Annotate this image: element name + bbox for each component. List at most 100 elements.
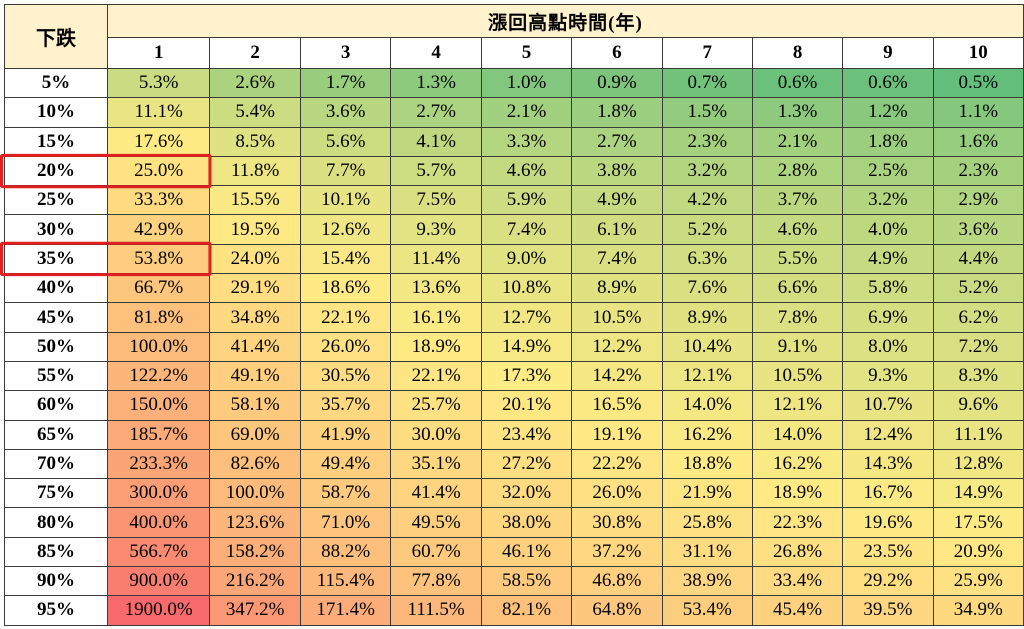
year-header-9: 9 bbox=[842, 37, 934, 69]
table-cell: 7.7% bbox=[299, 155, 392, 187]
table-cell: 5.7% bbox=[390, 155, 482, 187]
table-cell: 12.1% bbox=[661, 360, 753, 392]
table-cell: 26.8% bbox=[751, 536, 844, 568]
table-body: 5% 5.3% 2.6% 1.7% 1.3% 1.0% 0.9% 0.7% 0.6% 0.6% 0.… bbox=[4, 67, 1024, 626]
year-header-10: 10 bbox=[932, 37, 1024, 69]
table-cell: 6.1% bbox=[571, 214, 663, 245]
table-cell: 16.7% bbox=[842, 478, 934, 509]
table-cell: 1.7% bbox=[299, 67, 392, 99]
table-cell: 10.8% bbox=[480, 273, 573, 304]
table-row-80pct: 80% 400.0% 123.6% 71.0% 49.5% 38.0% 30.8% 25.8%… bbox=[4, 507, 1024, 538]
table-cell: 566.7% bbox=[106, 536, 211, 568]
row-label: 35% bbox=[4, 243, 108, 275]
table-cell: 9.3% bbox=[390, 214, 482, 245]
table-cell: 11.4% bbox=[390, 243, 482, 275]
table-cell: 4.0% bbox=[842, 214, 934, 245]
table-cell: 22.3% bbox=[751, 507, 844, 538]
table-cell: 1900.0% bbox=[106, 595, 211, 626]
table-cell: 20.9% bbox=[932, 536, 1024, 568]
year-header-1: 1 bbox=[106, 37, 211, 69]
table-cell: 12.8% bbox=[932, 448, 1024, 480]
table-cell: 1.3% bbox=[751, 97, 844, 128]
year-header-6: 6 bbox=[571, 37, 663, 69]
table-cell: 19.5% bbox=[209, 214, 301, 245]
table-cell: 49.5% bbox=[390, 507, 482, 538]
table-cell: 115.4% bbox=[299, 566, 392, 597]
table-cell: 7.5% bbox=[390, 185, 482, 216]
table-cell: 5.3% bbox=[106, 67, 211, 99]
table-cell: 27.2% bbox=[480, 448, 573, 480]
table-cell: 53.4% bbox=[661, 595, 753, 626]
table-row-75pct: 75% 300.0% 100.0% 58.7% 41.4% 32.0% 26.0% 21.9%… bbox=[4, 478, 1024, 509]
table-cell: 82.1% bbox=[480, 595, 573, 626]
year-header-7: 7 bbox=[661, 37, 753, 69]
table-cell: 88.2% bbox=[299, 536, 392, 568]
row-label: 85% bbox=[4, 536, 108, 568]
table-cell: 2.1% bbox=[751, 126, 844, 157]
table-cell: 8.3% bbox=[932, 360, 1024, 392]
table-cell: 100.0% bbox=[106, 331, 211, 362]
row-label: 15% bbox=[4, 126, 108, 157]
table-cell: 5.4% bbox=[209, 97, 301, 128]
year-header-2: 2 bbox=[209, 37, 301, 69]
table-cell: 5.2% bbox=[661, 214, 753, 245]
table-cell: 22.1% bbox=[390, 360, 482, 392]
table-cell: 300.0% bbox=[106, 478, 211, 509]
row-label: 25% bbox=[4, 185, 108, 216]
table-cell: 3.6% bbox=[299, 97, 392, 128]
table-cell: 14.9% bbox=[480, 331, 573, 362]
table-cell: 6.9% bbox=[842, 302, 934, 333]
table-cell: 82.6% bbox=[209, 448, 301, 480]
table-cell: 19.6% bbox=[842, 507, 934, 538]
table-cell: 19.1% bbox=[571, 419, 663, 450]
table-cell: 8.9% bbox=[661, 302, 753, 333]
table-cell: 30.8% bbox=[571, 507, 663, 538]
row-label: 65% bbox=[4, 419, 108, 450]
table-cell: 3.7% bbox=[751, 185, 844, 216]
table-cell: 14.0% bbox=[661, 390, 753, 421]
table-cell: 29.2% bbox=[842, 566, 934, 597]
table-cell: 15.5% bbox=[209, 185, 301, 216]
table-cell: 9.1% bbox=[751, 331, 844, 362]
table-cell: 15.4% bbox=[299, 243, 392, 275]
table-cell: 400.0% bbox=[106, 507, 211, 538]
year-header-4: 4 bbox=[390, 37, 482, 69]
table-cell: 3.8% bbox=[571, 155, 663, 187]
table-cell: 1.3% bbox=[390, 67, 482, 99]
table-cell: 2.9% bbox=[932, 185, 1024, 216]
table-cell: 4.6% bbox=[480, 155, 573, 187]
table-row-30pct: 30% 42.9% 19.5% 12.6% 9.3% 7.4% 6.1% 5.2% 4.6% 4.… bbox=[4, 214, 1024, 245]
table-cell: 3.2% bbox=[661, 155, 753, 187]
table-cell: 16.1% bbox=[390, 302, 482, 333]
table-cell: 8.0% bbox=[842, 331, 934, 362]
table-cell: 24.0% bbox=[209, 243, 301, 275]
row-label: 45% bbox=[4, 302, 108, 333]
table-cell: 123.6% bbox=[209, 507, 301, 538]
table-cell: 39.5% bbox=[842, 595, 934, 626]
table-cell: 33.3% bbox=[106, 185, 211, 216]
table-cell: 35.1% bbox=[390, 448, 482, 480]
table-cell: 26.0% bbox=[571, 478, 663, 509]
table-cell: 46.1% bbox=[480, 536, 573, 568]
table-row-15pct: 15% 17.6% 8.5% 5.6% 4.1% 3.3% 2.7% 2.3% 2.1% 1.8%… bbox=[4, 126, 1024, 157]
table-cell: 7.4% bbox=[480, 214, 573, 245]
table-cell: 58.5% bbox=[480, 566, 573, 597]
table-cell: 1.1% bbox=[932, 97, 1024, 128]
table-cell: 0.6% bbox=[842, 67, 934, 99]
row-label: 20% bbox=[4, 155, 108, 187]
table-cell: 41.4% bbox=[209, 331, 301, 362]
year-header-3: 3 bbox=[299, 37, 392, 69]
data-table: 下跌 漲回高點時間(年) 1 2 3 4 5 6 7 8 9 10 5% 5.3% 2.6% 1.7% 1… bbox=[4, 4, 1024, 626]
table-cell: 10.7% bbox=[842, 390, 934, 421]
table-cell: 1.6% bbox=[932, 126, 1024, 157]
table-cell: 2.7% bbox=[571, 126, 663, 157]
table-row-85pct: 85% 566.7% 158.2% 88.2% 60.7% 46.1% 37.2% 31.1%… bbox=[4, 536, 1024, 568]
table-cell: 16.2% bbox=[661, 419, 753, 450]
table-cell: 1.8% bbox=[842, 126, 934, 157]
table-cell: 185.7% bbox=[106, 419, 211, 450]
table-cell: 14.0% bbox=[751, 419, 844, 450]
table-cell: 6.6% bbox=[751, 273, 844, 304]
table-cell: 42.9% bbox=[106, 214, 211, 245]
table-cell: 45.4% bbox=[751, 595, 844, 626]
row-label: 75% bbox=[4, 478, 108, 509]
